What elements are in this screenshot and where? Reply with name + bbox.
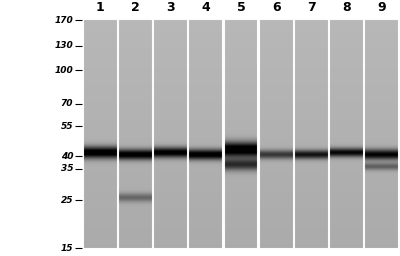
Text: 7: 7: [307, 1, 316, 14]
Text: 25: 25: [61, 196, 73, 205]
Text: 70: 70: [61, 99, 73, 108]
Text: 3: 3: [166, 1, 175, 14]
Text: 5: 5: [237, 1, 245, 14]
Text: 1: 1: [96, 1, 105, 14]
Text: 4: 4: [202, 1, 210, 14]
Text: 9: 9: [377, 1, 386, 14]
Text: 170: 170: [54, 16, 73, 25]
Text: 6: 6: [272, 1, 280, 14]
Text: 15: 15: [61, 244, 73, 253]
Text: 40: 40: [61, 152, 73, 161]
Text: 130: 130: [54, 41, 73, 50]
Text: 100: 100: [54, 66, 73, 75]
Text: 55: 55: [61, 122, 73, 131]
Text: 35: 35: [61, 164, 73, 173]
Text: 8: 8: [342, 1, 351, 14]
Text: 2: 2: [131, 1, 140, 14]
